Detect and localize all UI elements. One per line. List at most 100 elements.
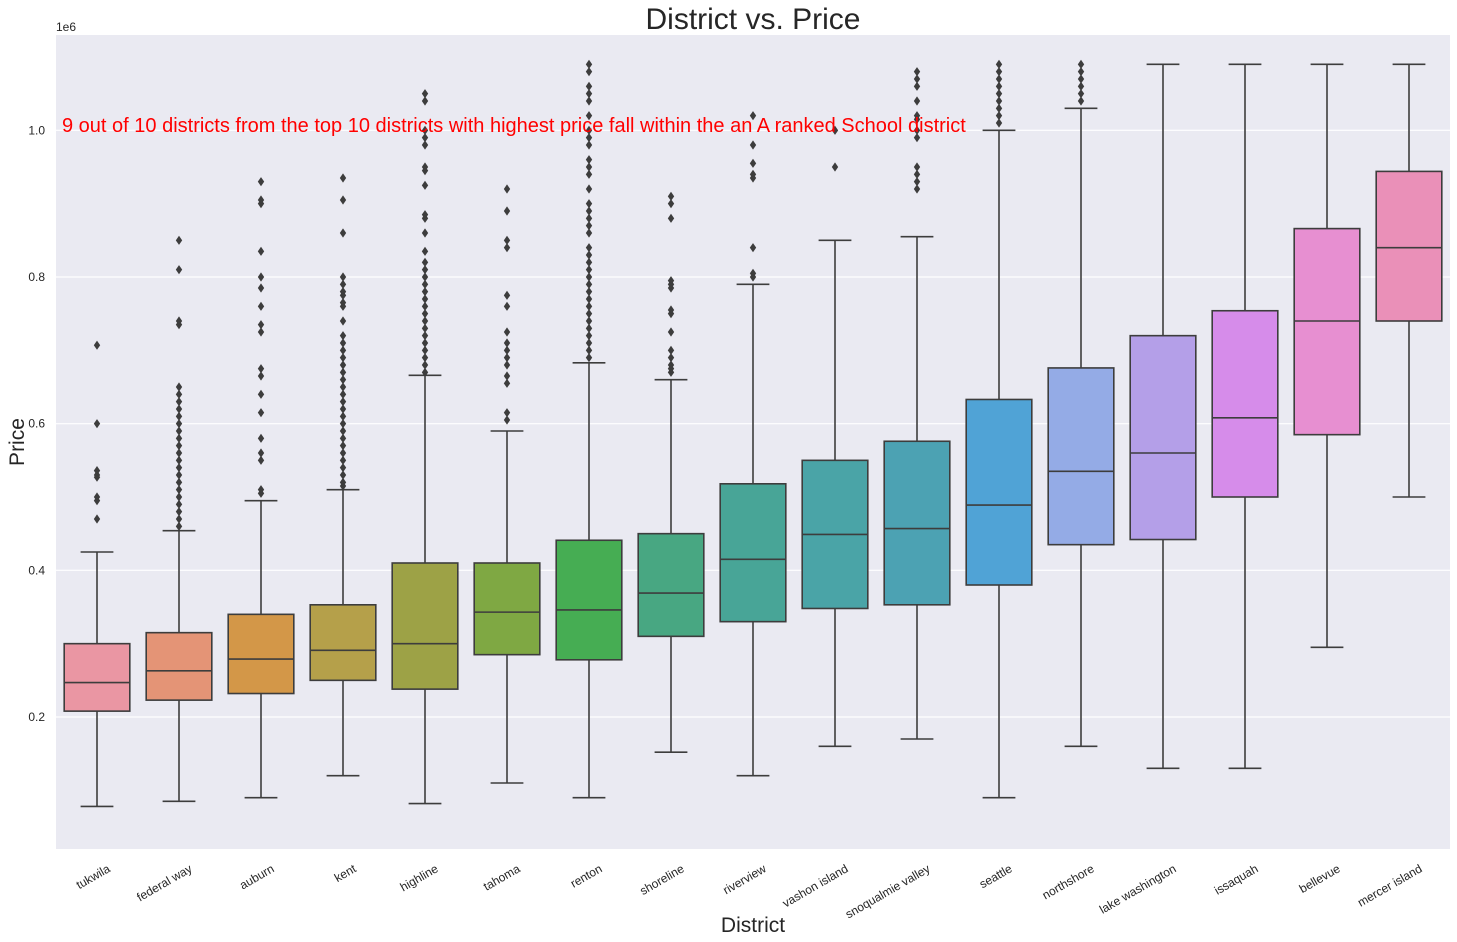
outlier-point — [175, 470, 183, 480]
outlier-point — [175, 382, 183, 392]
outlier-point — [257, 433, 265, 443]
outlier-point — [913, 162, 921, 172]
outlier-point — [585, 243, 593, 253]
outlier-point — [257, 371, 265, 381]
outlier-point — [175, 419, 183, 429]
outlier-point — [175, 433, 183, 443]
outlier-point — [257, 301, 265, 311]
outlier-point — [585, 301, 593, 311]
outlier-point — [421, 367, 429, 377]
outlier-point — [1077, 67, 1085, 77]
outlier-point — [339, 195, 347, 205]
box-iqr — [1375, 170, 1443, 322]
x-tick-label: federal way — [134, 861, 194, 904]
outlier-point — [421, 279, 429, 289]
outlier-point — [503, 353, 511, 363]
outlier-point — [339, 404, 347, 414]
outlier-point — [421, 96, 429, 106]
outlier-point — [339, 375, 347, 385]
box-lake-washington — [1129, 63, 1197, 770]
outlier-point — [995, 96, 1003, 106]
outlier-point — [257, 389, 265, 399]
outlier-point — [175, 265, 183, 275]
box-iqr — [719, 482, 787, 623]
outlier-point — [995, 89, 1003, 99]
outlier-point — [175, 389, 183, 399]
y-tick-label: 0.8 — [28, 270, 45, 284]
outlier-point — [503, 345, 511, 355]
y-tick-label: 0.2 — [28, 710, 45, 724]
outlier-point — [421, 162, 429, 172]
outlier-point — [503, 338, 511, 348]
outlier-point — [585, 89, 593, 99]
outlier-point — [585, 250, 593, 260]
outlier-point — [667, 327, 675, 337]
y-tick-labels: 0.2 0.4 0.6 0.8 1.0 — [28, 123, 45, 724]
box-iqr — [309, 603, 377, 682]
outlier-point — [1077, 89, 1085, 99]
outlier-point — [913, 67, 921, 77]
outlier-point — [339, 477, 347, 487]
outlier-point — [585, 125, 593, 135]
outlier-point — [175, 477, 183, 487]
outlier-point — [421, 331, 429, 341]
y-offset-label: 1e6 — [56, 20, 76, 34]
x-tick-label: auburn — [237, 861, 276, 892]
outlier-point — [913, 177, 921, 187]
box-renton — [555, 59, 623, 799]
outlier-point — [339, 441, 347, 451]
outlier-point — [503, 184, 511, 194]
outlier-point — [1077, 81, 1085, 91]
outlier-point — [257, 272, 265, 282]
x-tick-label: kent — [332, 861, 359, 885]
outlier-point — [257, 320, 265, 330]
x-tick-label: bellevue — [1297, 861, 1343, 896]
outlier-point — [831, 162, 839, 172]
chart-annotation: 9 out of 10 districts from the top 10 di… — [62, 115, 966, 137]
outlier-point — [995, 67, 1003, 77]
x-tick-label: tukwila — [74, 861, 113, 892]
x-tick-label: shoreline — [637, 861, 686, 898]
outlier-point — [585, 309, 593, 319]
box-riverview — [719, 111, 787, 777]
box-vashon-island — [801, 125, 869, 748]
box-auburn — [227, 177, 295, 799]
outlier-point — [585, 287, 593, 297]
outlier-point — [175, 397, 183, 407]
outlier-point — [339, 279, 347, 289]
outlier-point — [749, 268, 757, 278]
outlier-point — [421, 345, 429, 355]
outlier-point — [175, 448, 183, 458]
x-tick-label: vashon island — [780, 861, 851, 910]
outlier-point — [913, 184, 921, 194]
outlier-point — [339, 419, 347, 429]
box-tukwila — [63, 340, 131, 808]
outlier-point — [585, 111, 593, 121]
outlier-point — [339, 433, 347, 443]
box-iqr — [637, 532, 705, 638]
box-highline — [391, 89, 459, 805]
outlier-point — [913, 96, 921, 106]
outlier-point — [339, 455, 347, 465]
outlier-point — [175, 507, 183, 517]
outlier-point — [503, 290, 511, 300]
outlier-point — [93, 340, 101, 350]
outlier-point — [175, 426, 183, 436]
outlier-point — [421, 89, 429, 99]
outlier-point — [339, 338, 347, 348]
x-axis-label: District — [721, 914, 785, 937]
outlier-point — [585, 353, 593, 363]
box-iqr — [555, 539, 623, 661]
outlier-point — [503, 415, 511, 425]
outlier-point — [421, 133, 429, 143]
outlier-point — [585, 162, 593, 172]
y-tick-label: 1.0 — [28, 123, 45, 137]
outlier-point — [421, 338, 429, 348]
outlier-point — [585, 316, 593, 326]
outlier-point — [585, 345, 593, 355]
outlier-point — [585, 279, 593, 289]
outlier-point — [421, 294, 429, 304]
outlier-point — [995, 59, 1003, 69]
